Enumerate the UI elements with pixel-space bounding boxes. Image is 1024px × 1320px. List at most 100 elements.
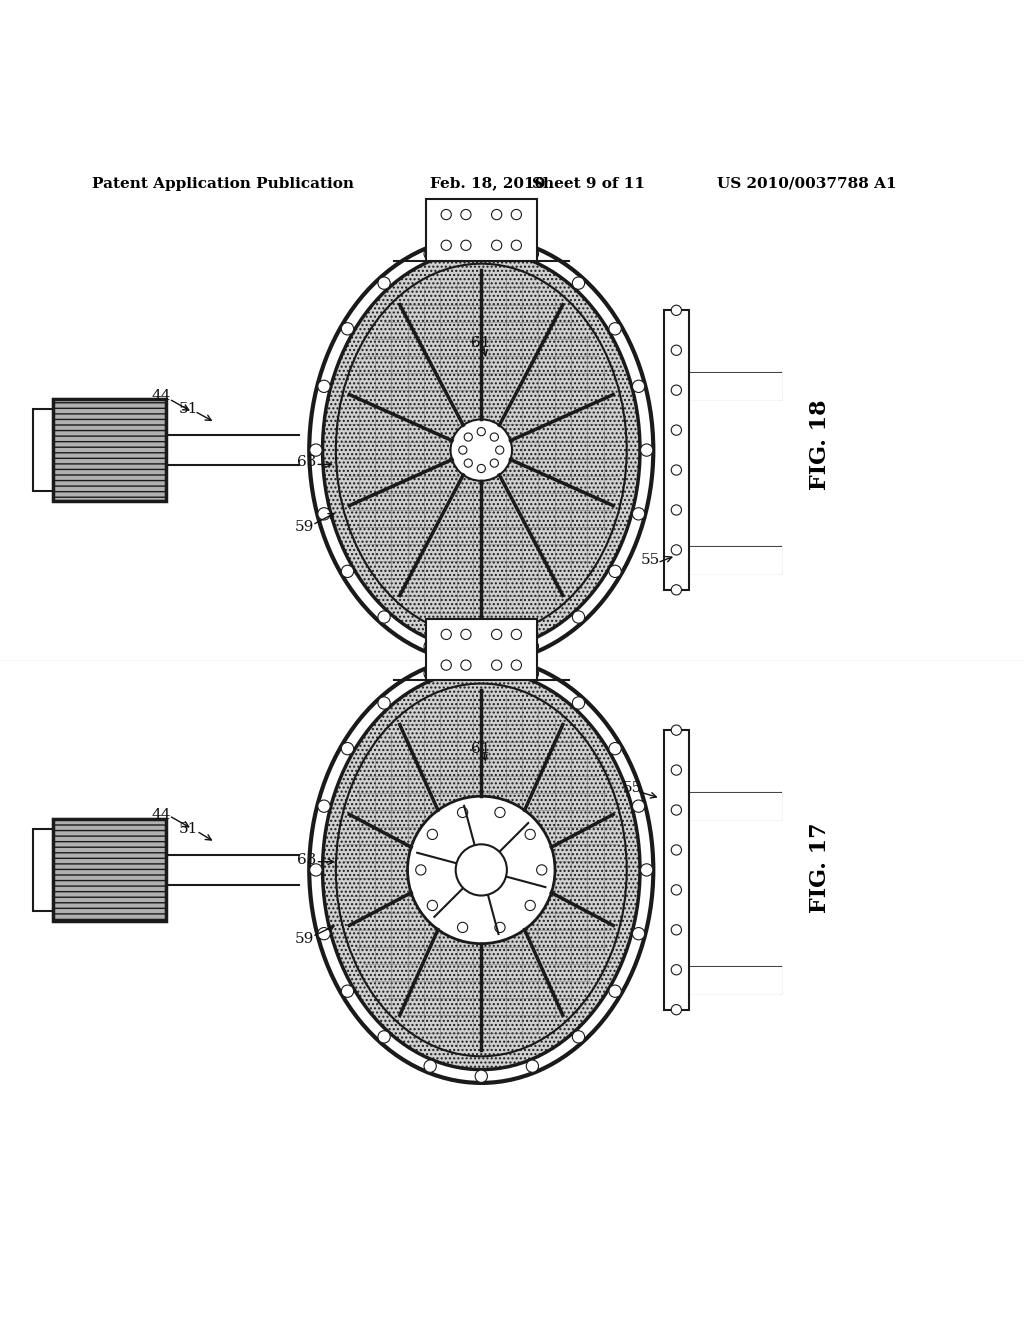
Circle shape <box>378 697 390 709</box>
Circle shape <box>525 900 536 911</box>
Circle shape <box>672 545 682 554</box>
Circle shape <box>451 420 512 480</box>
Text: 59: 59 <box>295 520 314 533</box>
Circle shape <box>495 923 505 932</box>
Circle shape <box>458 808 468 817</box>
Circle shape <box>609 985 622 998</box>
Circle shape <box>672 884 682 895</box>
Circle shape <box>572 277 585 289</box>
Text: 51: 51 <box>179 822 199 836</box>
Circle shape <box>317 380 330 392</box>
Circle shape <box>672 845 682 855</box>
Circle shape <box>490 433 499 441</box>
Circle shape <box>477 428 485 436</box>
Bar <box>53 818 166 921</box>
Circle shape <box>641 444 653 457</box>
Circle shape <box>490 459 499 467</box>
Circle shape <box>672 385 682 395</box>
Circle shape <box>672 805 682 816</box>
Circle shape <box>341 985 353 998</box>
Circle shape <box>672 766 682 775</box>
Text: 63: 63 <box>297 455 316 470</box>
Circle shape <box>416 865 426 875</box>
Circle shape <box>378 277 390 289</box>
Circle shape <box>427 900 437 911</box>
Circle shape <box>495 808 505 817</box>
Ellipse shape <box>408 796 555 944</box>
Circle shape <box>609 742 622 755</box>
FancyBboxPatch shape <box>426 199 537 260</box>
Circle shape <box>341 565 353 578</box>
Circle shape <box>672 965 682 975</box>
Circle shape <box>341 322 353 335</box>
Text: 61: 61 <box>471 742 490 756</box>
Circle shape <box>441 210 452 219</box>
Circle shape <box>475 657 487 669</box>
Bar <box>53 818 166 921</box>
Circle shape <box>424 248 436 260</box>
Circle shape <box>672 1005 682 1015</box>
Bar <box>53 399 166 502</box>
Circle shape <box>633 928 645 940</box>
Circle shape <box>492 240 502 251</box>
Circle shape <box>633 800 645 812</box>
Circle shape <box>317 800 330 812</box>
Circle shape <box>341 742 353 755</box>
Circle shape <box>441 660 452 671</box>
Circle shape <box>441 240 452 251</box>
Text: 44: 44 <box>152 389 171 403</box>
Circle shape <box>496 446 504 454</box>
Circle shape <box>511 660 521 671</box>
Circle shape <box>427 829 437 840</box>
Text: 63: 63 <box>297 853 316 867</box>
Circle shape <box>572 1031 585 1043</box>
Circle shape <box>492 630 502 639</box>
Text: 59: 59 <box>295 932 314 945</box>
Circle shape <box>572 697 585 709</box>
Circle shape <box>641 863 653 876</box>
Text: FIG. 18: FIG. 18 <box>809 400 830 490</box>
Circle shape <box>464 433 472 441</box>
Bar <box>53 399 166 502</box>
Circle shape <box>609 322 622 335</box>
Bar <box>664 730 689 1010</box>
Text: 51: 51 <box>179 403 199 416</box>
Circle shape <box>475 1071 487 1082</box>
Circle shape <box>672 345 682 355</box>
Circle shape <box>492 660 502 671</box>
Text: Feb. 18, 2010: Feb. 18, 2010 <box>430 177 546 190</box>
Circle shape <box>458 923 468 932</box>
Circle shape <box>424 640 436 652</box>
Circle shape <box>672 305 682 315</box>
Ellipse shape <box>323 251 640 649</box>
Text: 55: 55 <box>641 553 660 566</box>
Circle shape <box>672 504 682 515</box>
Circle shape <box>317 508 330 520</box>
Text: US 2010/0037788 A1: US 2010/0037788 A1 <box>717 177 896 190</box>
Circle shape <box>378 611 390 623</box>
Text: FIG. 17: FIG. 17 <box>809 822 830 913</box>
Bar <box>33 829 53 911</box>
Ellipse shape <box>309 657 653 1082</box>
Circle shape <box>672 585 682 595</box>
Circle shape <box>459 446 467 454</box>
Circle shape <box>672 725 682 735</box>
Circle shape <box>511 240 521 251</box>
Circle shape <box>492 210 502 219</box>
Circle shape <box>525 829 536 840</box>
Circle shape <box>672 925 682 935</box>
Circle shape <box>526 248 539 260</box>
Bar <box>33 409 53 491</box>
Circle shape <box>461 630 471 639</box>
Circle shape <box>456 845 507 895</box>
Text: 61: 61 <box>471 335 490 350</box>
Circle shape <box>424 668 436 680</box>
Circle shape <box>461 210 471 219</box>
Circle shape <box>537 865 547 875</box>
Circle shape <box>441 630 452 639</box>
Ellipse shape <box>309 238 653 663</box>
Circle shape <box>572 611 585 623</box>
Text: Sheet 9 of 11: Sheet 9 of 11 <box>532 177 645 190</box>
Circle shape <box>461 240 471 251</box>
Text: Patent Application Publication: Patent Application Publication <box>92 177 354 190</box>
